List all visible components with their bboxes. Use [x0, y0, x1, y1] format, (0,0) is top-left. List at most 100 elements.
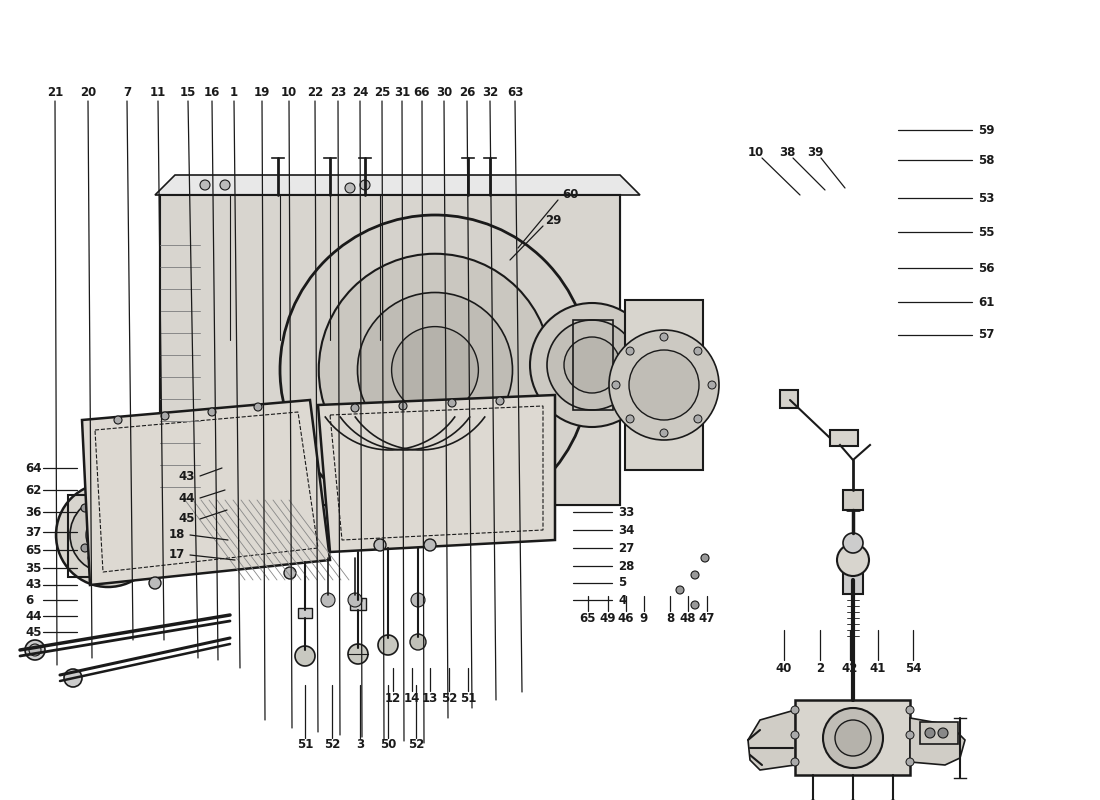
Text: 42: 42	[842, 662, 858, 674]
Text: 33: 33	[618, 506, 635, 518]
Circle shape	[29, 644, 41, 656]
Bar	[350, 598, 366, 610]
Text: 51: 51	[460, 691, 476, 705]
Text: 61: 61	[978, 295, 994, 309]
Text: 41: 41	[870, 662, 887, 674]
Circle shape	[925, 728, 935, 738]
Bar	[843, 572, 864, 594]
Circle shape	[530, 303, 654, 427]
Circle shape	[86, 513, 130, 557]
Circle shape	[295, 646, 315, 666]
Circle shape	[321, 593, 336, 607]
Text: 56: 56	[978, 262, 994, 274]
Text: 35: 35	[25, 562, 42, 574]
Text: 25: 25	[374, 86, 390, 99]
Circle shape	[938, 728, 948, 738]
Circle shape	[319, 254, 551, 486]
Text: 49: 49	[600, 611, 616, 625]
Circle shape	[70, 497, 146, 573]
Text: 31: 31	[394, 86, 410, 99]
Circle shape	[906, 706, 914, 714]
Polygon shape	[748, 710, 795, 770]
Circle shape	[88, 554, 96, 562]
Text: 6: 6	[25, 594, 33, 606]
Text: 23: 23	[330, 86, 346, 99]
Polygon shape	[910, 718, 965, 765]
Polygon shape	[318, 395, 556, 552]
Circle shape	[843, 533, 864, 553]
Circle shape	[626, 347, 634, 355]
Circle shape	[791, 758, 799, 766]
Text: 65: 65	[580, 611, 596, 625]
Bar	[843, 490, 864, 510]
Text: 45: 45	[25, 626, 42, 638]
Circle shape	[660, 429, 668, 437]
Circle shape	[835, 720, 871, 756]
Bar	[830, 430, 858, 446]
Text: 32: 32	[482, 86, 498, 99]
Text: 51: 51	[297, 738, 313, 751]
Text: 60: 60	[562, 189, 579, 202]
Polygon shape	[795, 700, 910, 775]
Text: 62: 62	[25, 483, 42, 497]
Circle shape	[208, 408, 216, 416]
Bar	[573, 320, 613, 410]
Circle shape	[374, 539, 386, 551]
Text: 58: 58	[978, 154, 994, 166]
Text: 4: 4	[618, 594, 626, 606]
Text: 22: 22	[307, 86, 323, 99]
Text: 52: 52	[441, 691, 458, 705]
Circle shape	[676, 586, 684, 594]
Circle shape	[694, 347, 702, 355]
Circle shape	[56, 483, 160, 587]
Text: 39: 39	[806, 146, 823, 158]
Bar	[780, 390, 798, 408]
Circle shape	[360, 180, 370, 190]
Circle shape	[88, 516, 96, 524]
Bar	[920, 722, 958, 744]
Circle shape	[701, 554, 710, 562]
Bar	[298, 608, 312, 618]
Text: 10: 10	[280, 86, 297, 99]
Circle shape	[609, 330, 719, 440]
Text: 17: 17	[168, 549, 185, 562]
Text: 46: 46	[618, 611, 635, 625]
Bar	[625, 300, 703, 470]
Polygon shape	[82, 400, 330, 585]
Text: 16: 16	[204, 86, 220, 99]
Circle shape	[660, 333, 668, 341]
Circle shape	[351, 404, 359, 412]
Circle shape	[348, 644, 369, 664]
Circle shape	[547, 320, 637, 410]
Circle shape	[280, 215, 590, 525]
Circle shape	[358, 293, 513, 447]
Text: 54: 54	[904, 662, 922, 674]
Text: 53: 53	[978, 191, 994, 205]
Text: 52: 52	[408, 738, 425, 751]
Circle shape	[378, 635, 398, 655]
Circle shape	[98, 525, 118, 545]
Circle shape	[148, 577, 161, 589]
Text: 64: 64	[25, 462, 42, 474]
Text: 66: 66	[414, 86, 430, 99]
Bar	[160, 195, 620, 505]
Text: 57: 57	[978, 329, 994, 342]
Text: 12: 12	[385, 691, 402, 705]
Text: 34: 34	[618, 523, 635, 537]
Text: 50: 50	[379, 738, 396, 751]
Circle shape	[411, 593, 425, 607]
Text: 37: 37	[25, 526, 42, 538]
Text: 30: 30	[436, 86, 452, 99]
Text: 9: 9	[640, 611, 648, 625]
Text: 40: 40	[776, 662, 792, 674]
Text: 8: 8	[666, 611, 674, 625]
Circle shape	[345, 183, 355, 193]
Text: 48: 48	[680, 611, 696, 625]
Circle shape	[691, 571, 698, 579]
Text: 11: 11	[150, 86, 166, 99]
Text: 15: 15	[179, 86, 196, 99]
Circle shape	[220, 180, 230, 190]
Circle shape	[791, 706, 799, 714]
Polygon shape	[155, 175, 640, 195]
Text: 45: 45	[178, 513, 195, 526]
